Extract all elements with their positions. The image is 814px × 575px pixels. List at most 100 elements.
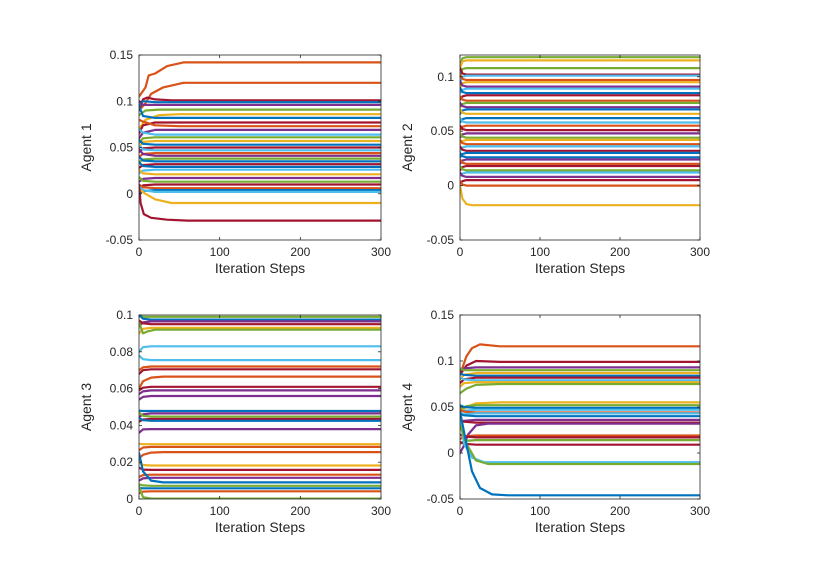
y-tick-label: 0.1 [437,70,454,84]
series-line-13 [139,136,381,144]
series-line-7 [139,108,381,117]
series-line-24 [460,138,700,146]
series-line-11 [139,375,381,390]
series-line-19 [139,416,381,422]
series-line-1 [460,56,700,68]
y-axis-label: Agent 4 [399,383,415,431]
series-line-5 [139,100,381,107]
y-tick-label: -0.05 [427,492,455,506]
series-line-5 [460,74,700,85]
series-line-3 [139,320,381,328]
y-tick-label: 0 [447,446,454,460]
series-line-18 [460,116,700,124]
series-line-7 [139,345,381,353]
series-line-1 [460,343,700,376]
series-line-9 [139,365,381,372]
series-line-25 [139,466,381,471]
series-line-26 [460,145,700,152]
series-line-34 [460,171,700,178]
panel-3: 0 100 200 300 0 0.02 0.04 0.06 0.08 0.1 Iteration … [78,308,391,535]
y-axis-label: Agent 1 [78,123,94,171]
y-axis-label: Agent 2 [399,123,415,171]
series-line-30 [460,158,700,165]
series-line-33 [139,183,381,222]
x-axis-label: Iteration Steps [535,260,625,276]
series-line-8 [460,79,700,88]
series-line-23 [460,439,700,445]
axes-box [459,54,701,241]
series-line-37 [460,184,700,207]
series-line-13 [139,389,381,396]
series-line-27 [460,410,700,497]
x-tick-label: 300 [690,504,710,518]
series-line-22 [460,132,700,139]
series-line-16 [139,412,381,419]
x-tick-label: 0 [136,245,143,259]
y-tick-label: 0.1 [116,94,133,108]
series-line-19 [139,148,381,157]
series-line-20 [139,428,381,434]
y-tick-label: 0.15 [431,308,455,322]
y-tick-label: 0 [447,179,454,193]
y-tick-label: 0.15 [110,48,134,62]
x-tick-label: 200 [290,245,310,259]
series-line-14 [460,101,700,109]
series-line-11 [460,94,700,101]
y-tick-label: -0.05 [106,233,134,247]
series-line-23 [139,451,381,460]
series-line-5 [460,371,700,381]
series-line-15 [139,139,381,146]
series-line-1 [139,315,381,318]
y-tick-label: 0.04 [110,418,134,432]
series-line-10 [139,118,381,128]
series-line-32 [460,164,700,172]
series-line-21 [139,155,381,163]
series-line-35 [460,179,700,185]
traces [460,343,700,497]
x-tick-label: 200 [610,504,630,518]
series-line-8 [460,376,700,382]
y-tick-label: 0.06 [110,382,134,396]
x-tick-label: 100 [210,504,230,518]
y-tick-label: 0 [126,492,133,506]
series-line-29 [139,483,381,487]
series-line-13 [460,404,700,409]
y-tick-label: -0.05 [427,233,455,247]
series-line-12 [139,127,381,136]
series-line-6 [460,372,700,377]
series-line-12 [460,95,700,102]
x-tick-label: 300 [371,504,391,518]
series-line-12 [139,385,381,392]
traces [139,315,381,499]
y-tick-label: 0.05 [110,141,134,155]
y-tick-label: 0.1 [116,308,133,322]
series-line-10 [139,368,381,375]
series-line-32 [139,188,381,205]
series-line-10 [460,382,700,395]
y-tick-label: 0.05 [431,124,455,138]
series-line-26 [139,473,381,478]
series-line-11 [139,128,381,140]
series-line-9 [460,381,700,388]
series-line-2 [139,81,381,112]
series-line-36 [460,180,700,187]
x-tick-label: 100 [210,245,230,259]
series-line-33 [460,171,700,177]
y-tick-label: 0.08 [110,345,134,359]
series-line-14 [139,394,381,401]
axes-box [138,314,382,500]
series-line-17 [139,144,381,152]
y-tick-label: 0.02 [110,455,134,469]
series-line-24 [460,440,700,446]
series-line-29 [139,183,381,190]
series-line-23 [139,161,381,168]
series-line-20 [460,422,700,455]
series-line-9 [139,121,381,135]
series-line-10 [460,86,700,95]
x-tick-label: 300 [371,245,391,259]
y-tick-label: 0 [126,187,133,201]
